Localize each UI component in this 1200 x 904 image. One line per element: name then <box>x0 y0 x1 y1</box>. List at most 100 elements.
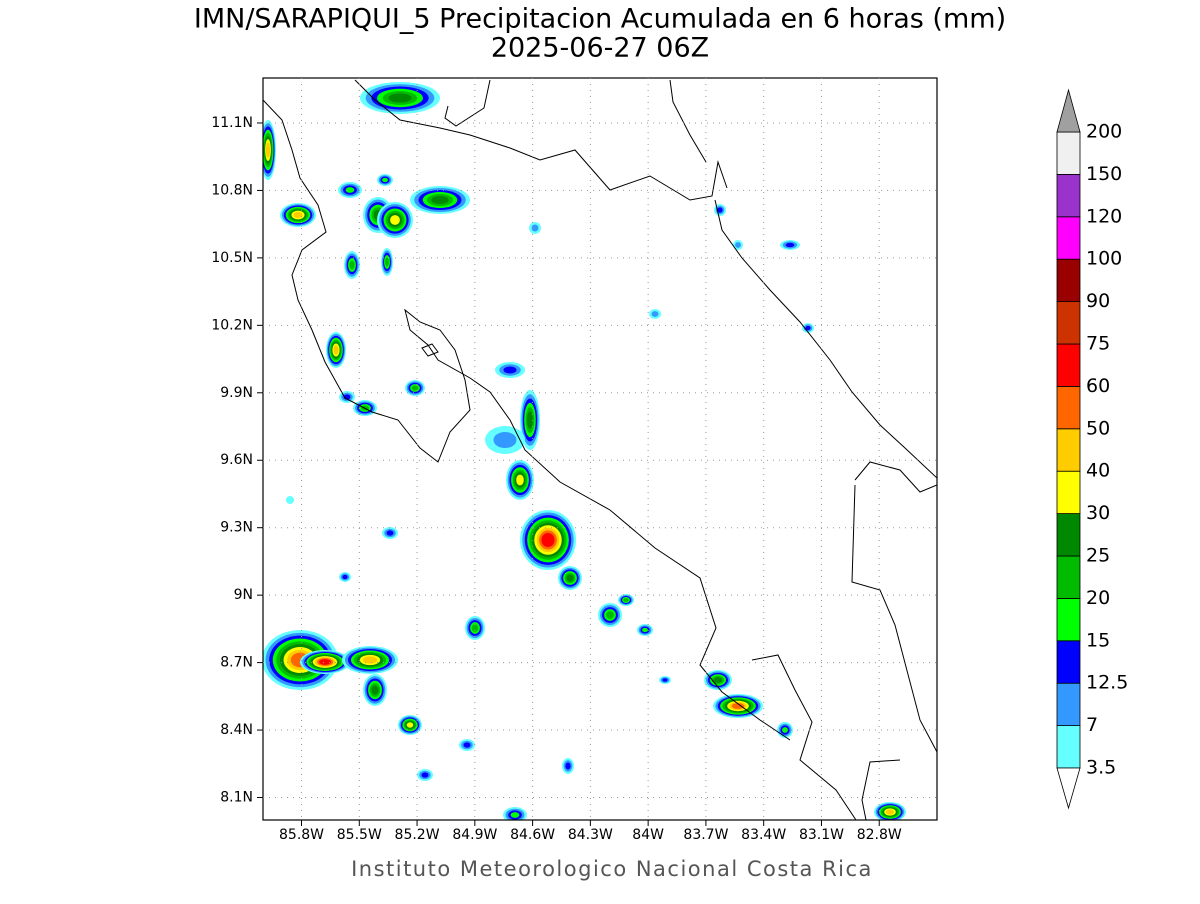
rain-contour <box>390 215 400 225</box>
colorbar-box <box>1056 725 1081 769</box>
rain-contour <box>662 678 668 682</box>
lat-tick-label: 9N <box>234 587 253 603</box>
map-frame <box>262 77 938 821</box>
rain-contour <box>717 207 723 213</box>
lat-tick-label: 8.1N <box>220 790 253 806</box>
rain-contour <box>349 260 355 270</box>
precipitation <box>263 82 906 820</box>
colorbar-box <box>1056 131 1081 175</box>
colorbar-label: 100 <box>1086 248 1122 270</box>
rain-contour <box>385 257 389 267</box>
colorbar-label: 30 <box>1086 502 1110 524</box>
rain-contour <box>345 187 355 193</box>
lat-tick-label: 10.2N <box>211 317 253 333</box>
colorbar-label: 3.5 <box>1086 757 1116 779</box>
rain-contour <box>785 242 795 248</box>
rain-contour <box>885 809 895 815</box>
rain-contour <box>731 703 745 709</box>
rain-contour <box>493 431 517 449</box>
colorbar-box <box>1056 598 1081 642</box>
rain-contour <box>319 659 331 665</box>
colorbar-box <box>1056 385 1081 430</box>
rain-contour <box>566 574 574 582</box>
rain-contour <box>541 532 555 548</box>
lon-tick-label: 83.7W <box>683 827 728 843</box>
rain-contour <box>527 411 533 429</box>
coastlines <box>263 79 937 820</box>
lon-tick-label: 84.3W <box>568 827 613 843</box>
rain-contour <box>471 624 479 632</box>
colorbar-over <box>1056 88 1081 133</box>
lat-tick-label: 8.4N <box>220 722 253 738</box>
colorbar-label: 120 <box>1086 205 1122 227</box>
colorbar-under <box>1056 767 1081 810</box>
rain-contour <box>388 93 412 103</box>
rain-contour <box>362 656 378 664</box>
lon-tick-label: 84.9W <box>452 827 497 843</box>
rain-contour <box>293 211 303 219</box>
rain-contour <box>713 677 723 683</box>
colorbar-box <box>1056 555 1081 599</box>
lat-tick-label: 10.5N <box>211 250 253 266</box>
rain-contour <box>411 385 419 391</box>
colorbar-label: 12.5 <box>1086 672 1128 694</box>
lon-tick-label: 83.1W <box>799 827 844 843</box>
lon-tick-label: 85.5W <box>337 827 382 843</box>
rain-contour <box>565 762 571 770</box>
colorbar-box <box>1056 216 1081 260</box>
lon-tick-label: 82.8W <box>857 827 902 843</box>
colorbar-label: 20 <box>1086 587 1110 609</box>
footer: Instituto Meteorologico Nacional Costa R… <box>351 857 873 881</box>
lon-tick-label: 83.4W <box>741 827 786 843</box>
colorbar-label: 60 <box>1086 375 1110 397</box>
colorbar-label: 40 <box>1086 460 1110 482</box>
rain-contour <box>342 574 348 580</box>
lon-tick-label: 84W <box>632 827 664 843</box>
rain-contour <box>286 496 294 504</box>
lat-tick-label: 9.6N <box>220 452 253 468</box>
rain-contour <box>651 311 659 317</box>
colorbar-box <box>1056 343 1081 387</box>
rain-contour <box>406 722 414 728</box>
rain-contour <box>516 474 524 486</box>
rain-contour <box>386 530 394 536</box>
rain-contour <box>431 195 449 205</box>
lat-tick-label: 10.8N <box>211 182 253 198</box>
colorbar-label: 7 <box>1086 714 1098 736</box>
rain-contour <box>642 627 648 633</box>
lon-tick-label: 85.2W <box>395 827 440 843</box>
rain-contour <box>371 685 379 695</box>
rain-contour <box>735 242 741 248</box>
title: IMN/SARAPIQUI_5 Precipitacion Acumulada … <box>194 4 1006 35</box>
colorbar-label: 50 <box>1086 417 1110 439</box>
colorbar-box <box>1056 682 1081 727</box>
colorbar: 3.5 7 12.5 15 20 25 30 40 50 60 75 90 100 120 150 200 <box>1056 88 1128 810</box>
lon-tick-label: 84.6W <box>510 827 555 843</box>
rain-contour <box>531 224 539 232</box>
colorbar-label: 150 <box>1086 163 1122 185</box>
lat-tick-label: 11.1N <box>211 115 253 131</box>
subtitle: 2025-06-27 06Z <box>491 33 709 64</box>
colorbar-box <box>1056 470 1081 515</box>
colorbar-label: 25 <box>1086 545 1110 567</box>
rain-contour <box>510 812 520 818</box>
lat-tick-label: 8.7N <box>220 655 253 671</box>
rain-contour <box>265 142 271 158</box>
rain-contour <box>606 611 614 619</box>
colorbar-box <box>1056 428 1081 472</box>
lon-tick-label: 85.8W <box>279 827 324 843</box>
rain-contour <box>623 598 629 602</box>
rain-contour <box>333 345 339 355</box>
rain-contour <box>463 742 471 748</box>
colorbar-box <box>1056 513 1081 557</box>
colorbar-box <box>1056 173 1081 218</box>
lat-tick-label: 9.3N <box>220 520 253 536</box>
colorbar-box <box>1056 258 1081 303</box>
rain-contour <box>382 177 388 183</box>
colorbar-box <box>1056 640 1081 684</box>
rain-contour <box>805 325 811 331</box>
colorbar-label: 200 <box>1086 121 1122 143</box>
colorbar-label: 15 <box>1086 629 1110 651</box>
colorbar-box <box>1056 301 1081 345</box>
